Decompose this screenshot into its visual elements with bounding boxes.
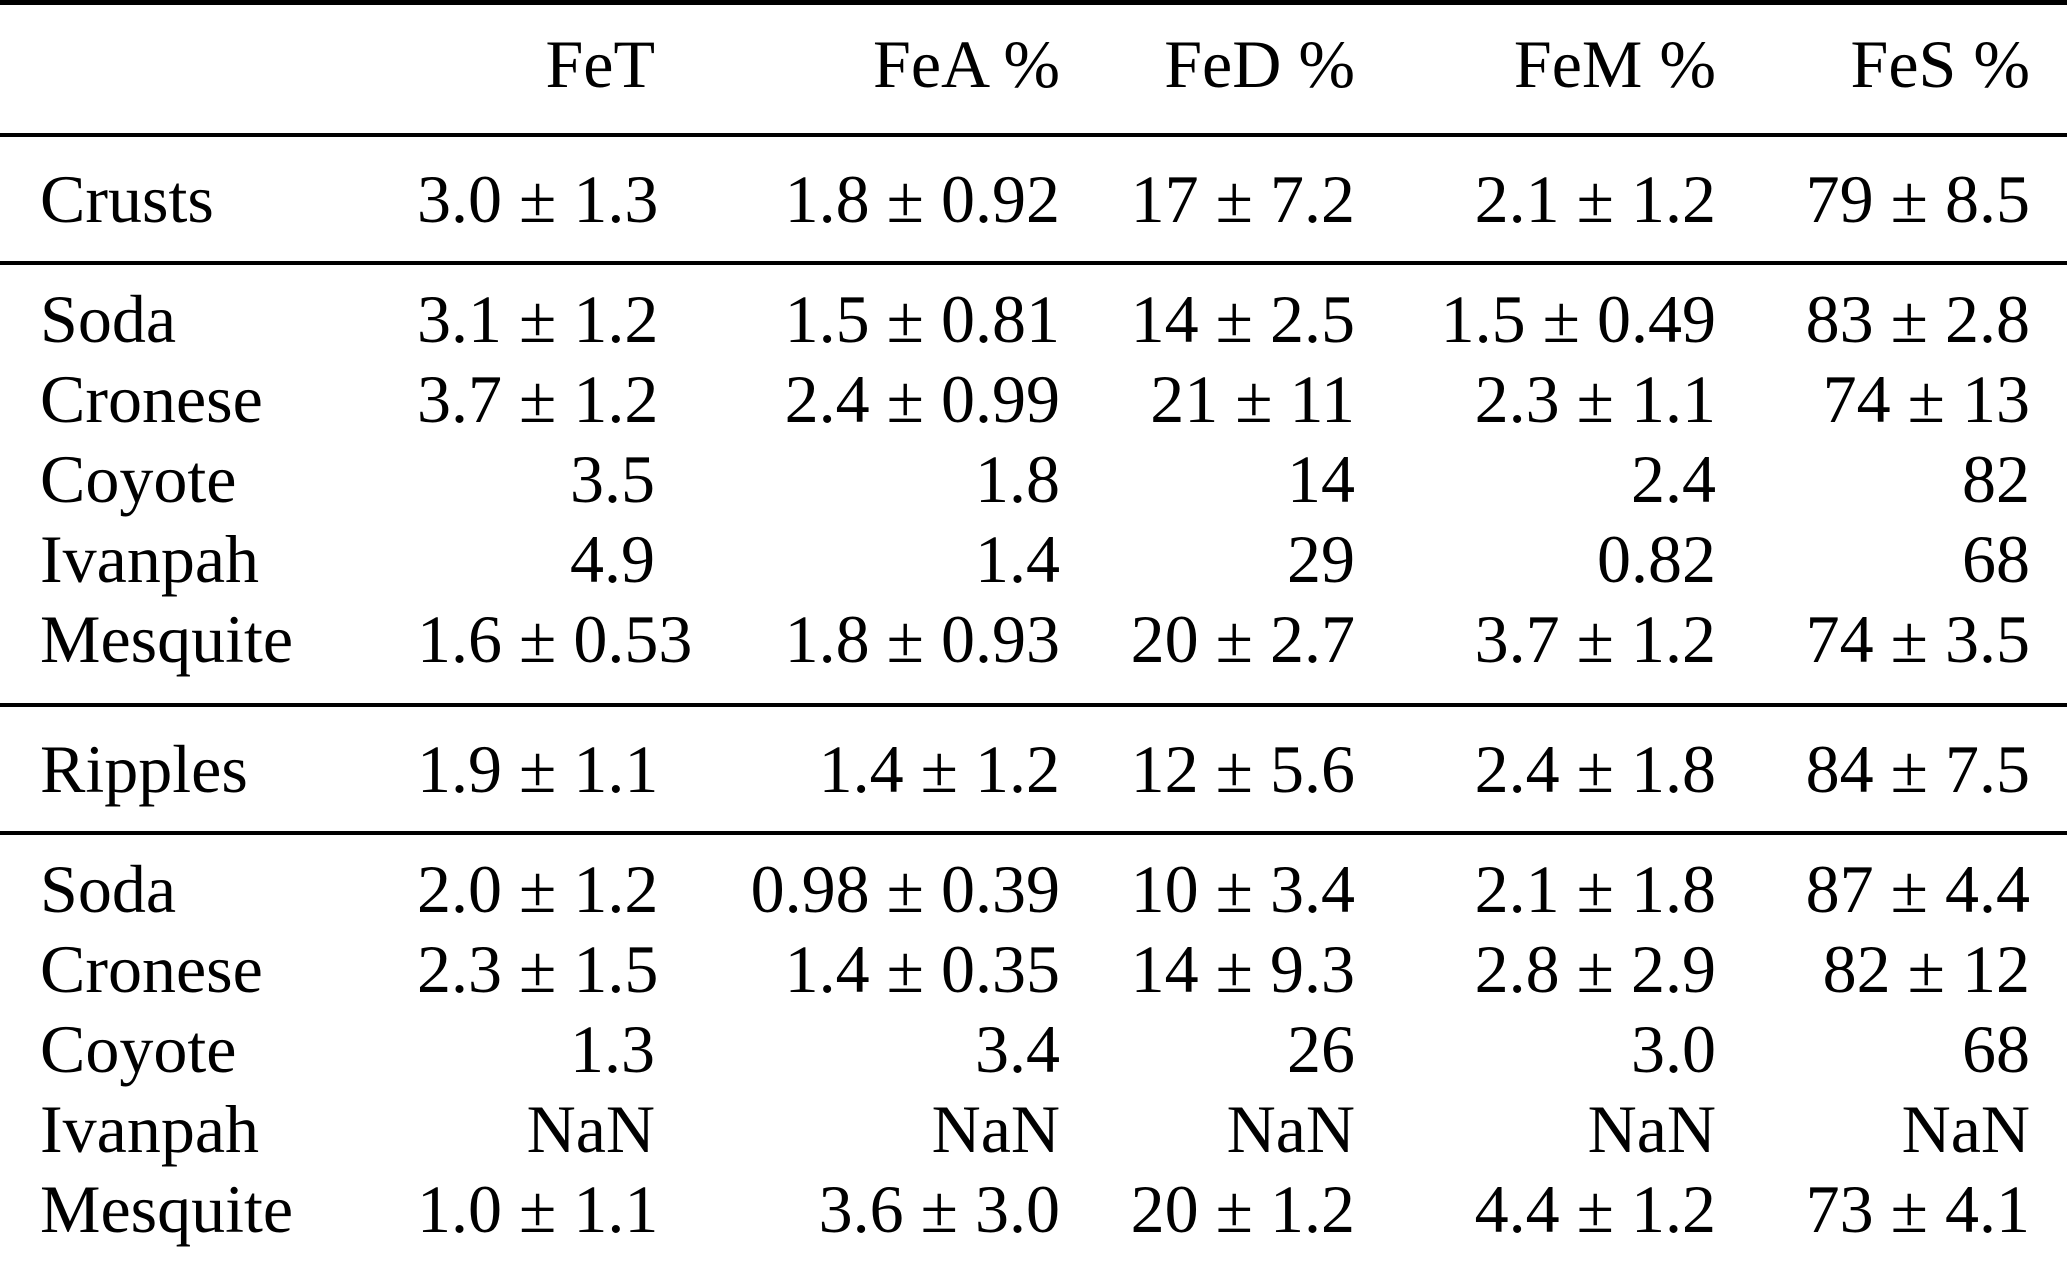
cell-value: 21 ± 11	[1150, 361, 1355, 437]
cell-value: 1.8 ± 0.93	[784, 601, 1060, 677]
header-row: FeT FeA % FeD % FeM % FeS %	[0, 3, 2067, 136]
cell-value: 3.4	[975, 1011, 1060, 1087]
cell-value: 20 ± 2.7	[1130, 601, 1355, 677]
cell-value: 3.0	[1631, 1011, 1716, 1087]
row-label: Ivanpah	[40, 521, 260, 597]
cell-value: 26	[1287, 1011, 1355, 1087]
cell-value: 68	[1962, 521, 2030, 597]
cell-value: 14 ± 2.5	[1130, 281, 1355, 357]
cell-value: 2.3 ± 1.1	[1474, 361, 1716, 437]
cell-value: 20 ± 1.2	[1130, 1171, 1355, 1247]
row-label: Ivanpah	[40, 1091, 260, 1167]
cell-value: 14 ± 9.3	[1130, 931, 1355, 1007]
cell-value: 2.4 ± 0.99	[784, 361, 1060, 437]
table-row: Cronese 3.7 ± 1.2 2.4 ± 0.99 21 ± 11 2.3 ± 1…	[0, 359, 2067, 439]
cell-value: 1.0 ± 1.1	[417, 1171, 659, 1247]
table-row: Ripples 1.9 ± 1.1 1.4 ± 1.2 12 ± 5.6 2.4 ± 1…	[0, 705, 2067, 833]
section-crusts-summary: Crusts 3.0 ± 1.3 1.8 ± 0.92 17 ± 7.2 2.1 ± 1…	[0, 135, 2067, 263]
cell-value: 3.7 ± 1.2	[417, 361, 659, 437]
table-row: Coyote 3.5 1.8 14 2.4 82	[0, 439, 2067, 519]
row-label: Crusts	[40, 161, 214, 237]
cell-value: 3.0 ± 1.3	[417, 161, 659, 237]
row-label: Soda	[40, 281, 176, 357]
cell-value: 17 ± 7.2	[1130, 161, 1355, 237]
cell-value: 4.9	[570, 521, 655, 597]
cell-value: 2.1 ± 1.8	[1474, 851, 1716, 927]
section-ripples-summary: Ripples 1.9 ± 1.1 1.4 ± 1.2 12 ± 5.6 2.4 ± 1…	[0, 705, 2067, 833]
header-fes-percent: FeS %	[1850, 26, 2030, 102]
cell-value: 10 ± 3.4	[1130, 851, 1355, 927]
row-label: Cronese	[40, 361, 263, 437]
section-crusts-sites: Soda 3.1 ± 1.2 1.5 ± 0.81 14 ± 2.5 1.5 ± 0.4…	[0, 263, 2067, 705]
row-label: Cronese	[40, 931, 263, 1007]
cell-value: 1.4 ± 1.2	[818, 731, 1060, 807]
cell-value: 1.4	[975, 521, 1060, 597]
table-row: Soda 3.1 ± 1.2 1.5 ± 0.81 14 ± 2.5 1.5 ± 0.4…	[0, 263, 2067, 359]
cell-value: 3.6 ± 3.0	[818, 1171, 1060, 1247]
cell-value: 3.7 ± 1.2	[1474, 601, 1716, 677]
cell-value: 2.4 ± 1.8	[1474, 731, 1716, 807]
header-fem-percent: FeM %	[1513, 26, 1716, 102]
cell-value: 14	[1287, 441, 1355, 517]
cell-value: NaN	[526, 1091, 655, 1167]
cell-value: 1.8	[975, 441, 1060, 517]
table-header: FeT FeA % FeD % FeM % FeS %	[0, 3, 2067, 136]
table-row: Ivanpah 4.9 1.4 29 0.82 68	[0, 519, 2067, 599]
row-label: Mesquite	[40, 1171, 294, 1247]
header-fed-percent: FeD %	[1164, 26, 1355, 102]
cell-value: 1.8 ± 0.92	[784, 161, 1060, 237]
cell-value: 1.4 ± 0.35	[784, 931, 1060, 1007]
header-fet: FeT	[545, 26, 655, 102]
cell-value: 1.3	[570, 1011, 655, 1087]
table-row: Soda 2.0 ± 1.2 0.98 ± 0.39 10 ± 3.4 2.1 ± 1.…	[0, 833, 2067, 929]
cell-value: 84 ± 7.5	[1805, 731, 2030, 807]
table-row: Mesquite 1.6 ± 0.53 1.8 ± 0.93 20 ± 2.7 3.7 …	[0, 599, 2067, 705]
cell-value: 73 ± 4.1	[1805, 1171, 2030, 1247]
cell-value: 87 ± 4.4	[1805, 851, 2030, 927]
table-row: Cronese 2.3 ± 1.5 1.4 ± 0.35 14 ± 9.3 2.8 ± …	[0, 929, 2067, 1009]
cell-value: 29	[1287, 521, 1355, 597]
table-row: Ivanpah NaN NaN NaN NaN NaN	[0, 1089, 2067, 1169]
cell-value: 3.5	[570, 441, 655, 517]
row-label: Ripples	[40, 731, 248, 807]
cell-value: 74 ± 13	[1822, 361, 2030, 437]
section-ripples-sites: Soda 2.0 ± 1.2 0.98 ± 0.39 10 ± 3.4 2.1 ± 1.…	[0, 833, 2067, 1269]
header-fea-percent: FeA %	[873, 26, 1060, 102]
header-row-label-spacer	[0, 3, 417, 136]
table-row: Crusts 3.0 ± 1.3 1.8 ± 0.92 17 ± 7.2 2.1 ± 1…	[0, 135, 2067, 263]
cell-value: 2.4	[1631, 441, 1716, 517]
cell-value: 83 ± 2.8	[1805, 281, 2030, 357]
cell-value: NaN	[1901, 1091, 2030, 1167]
row-label: Soda	[40, 851, 176, 927]
cell-value: 82	[1962, 441, 2030, 517]
cell-value: 1.6 ± 0.53	[417, 601, 693, 677]
cell-value: NaN	[1226, 1091, 1355, 1167]
cell-value: 1.9 ± 1.1	[417, 731, 659, 807]
row-label: Coyote	[40, 1011, 237, 1087]
row-label: Coyote	[40, 441, 237, 517]
cell-value: 0.98 ± 0.39	[750, 851, 1060, 927]
table-row: Mesquite 1.0 ± 1.1 3.6 ± 3.0 20 ± 1.2 4.4 ± …	[0, 1169, 2067, 1269]
cell-value: 2.1 ± 1.2	[1474, 161, 1716, 237]
cell-value: 74 ± 3.5	[1805, 601, 2030, 677]
cell-value: 2.8 ± 2.9	[1474, 931, 1716, 1007]
row-label: Mesquite	[40, 601, 294, 677]
cell-value: 82 ± 12	[1822, 931, 2030, 1007]
cell-value: 2.3 ± 1.5	[417, 931, 659, 1007]
cell-value: NaN	[1587, 1091, 1716, 1167]
cell-value: 68	[1962, 1011, 2030, 1087]
cell-value: 2.0 ± 1.2	[417, 851, 659, 927]
cell-value: 3.1 ± 1.2	[417, 281, 659, 357]
cell-value: 79 ± 8.5	[1805, 161, 2030, 237]
cell-value: 1.5 ± 0.81	[784, 281, 1060, 357]
cell-value: 12 ± 5.6	[1130, 731, 1355, 807]
cell-value: 0.82	[1597, 521, 1716, 597]
cell-value: NaN	[931, 1091, 1060, 1167]
cell-value: 4.4 ± 1.2	[1474, 1171, 1716, 1247]
cell-value: 1.5 ± 0.49	[1440, 281, 1716, 357]
table-row: Coyote 1.3 3.4 26 3.0 68	[0, 1009, 2067, 1089]
